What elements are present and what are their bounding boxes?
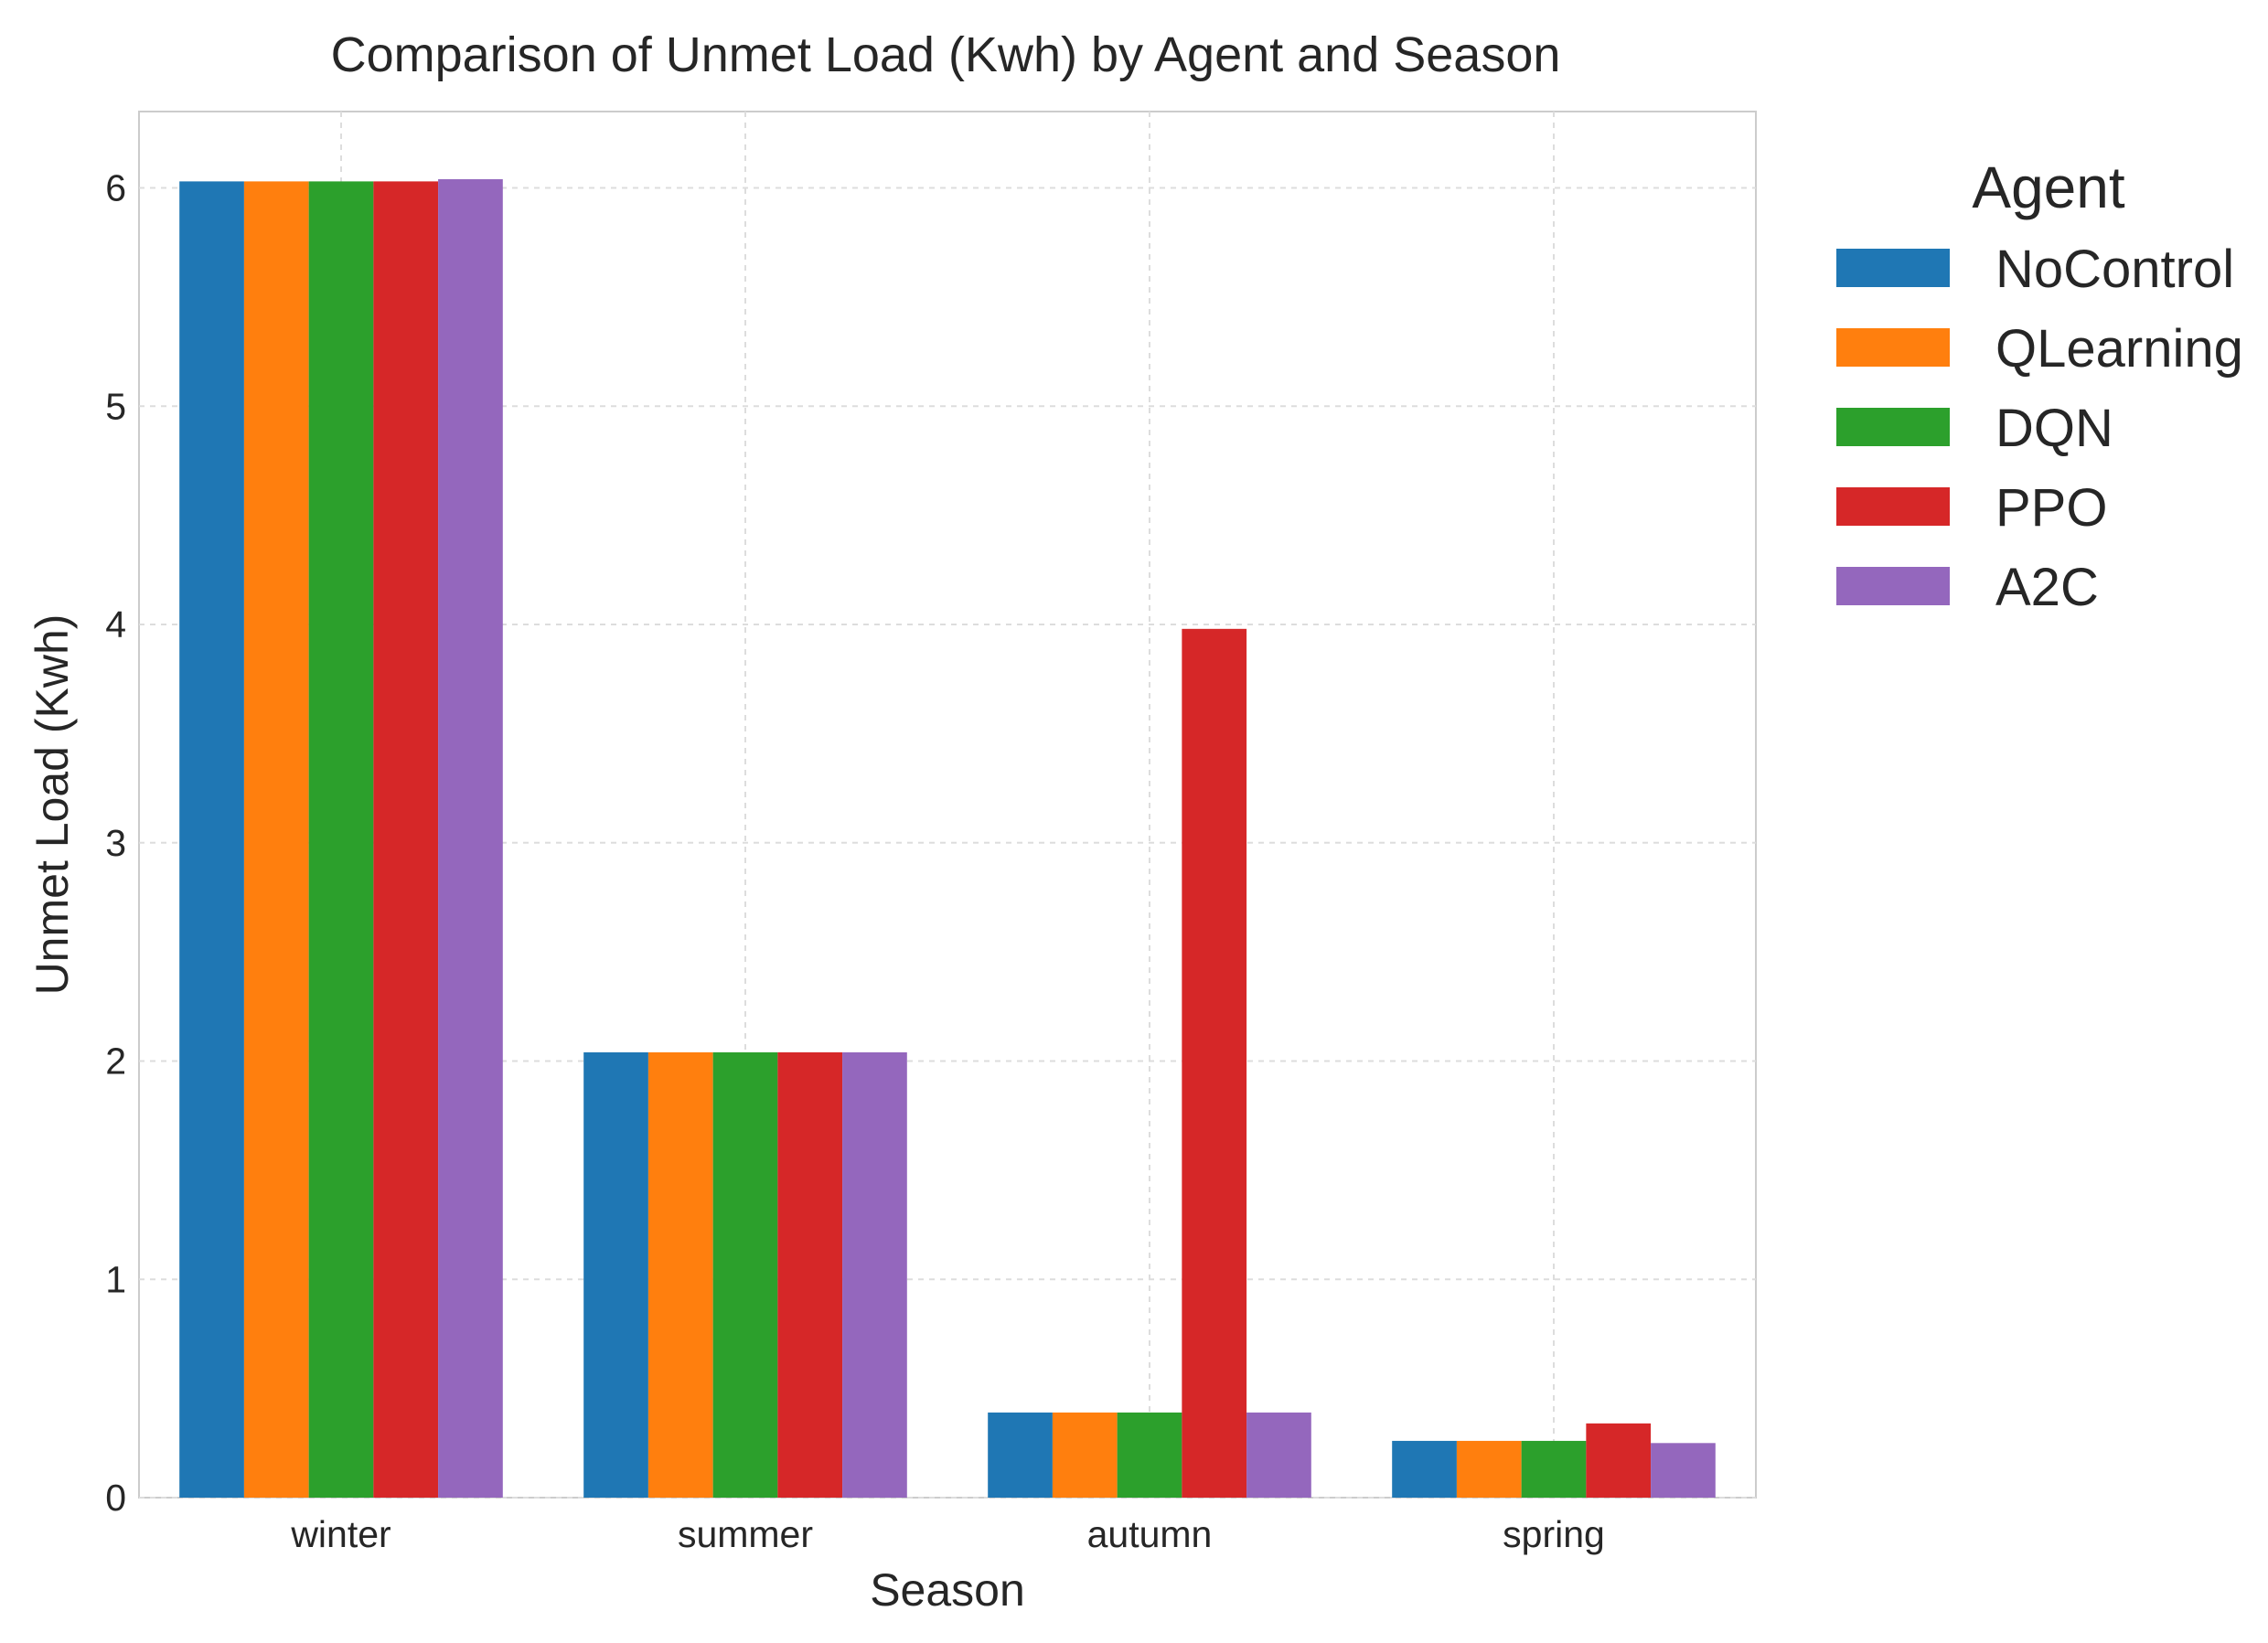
y-tick-label: 6: [105, 167, 126, 209]
bar-dqn-spring: [1521, 1440, 1587, 1498]
plot-area: 0 1 2 3 4 5 6 winter summer autumn spring: [105, 111, 1757, 1555]
bar-nocontrol-autumn: [988, 1412, 1053, 1498]
y-tick-label: 0: [105, 1477, 126, 1519]
bar-nocontrol-winter: [179, 181, 244, 1498]
legend-swatch-a2c: [1836, 567, 1950, 605]
bar-qlearning-spring: [1456, 1440, 1522, 1498]
bar-qlearning-winter: [243, 181, 309, 1498]
y-tick-label: 5: [105, 385, 126, 427]
legend-swatch-dqn: [1836, 408, 1950, 446]
y-axis-ticks: 0 1 2 3 4 5 6: [105, 167, 126, 1519]
legend-swatch-nocontrol: [1836, 249, 1950, 287]
x-axis-label: Season: [870, 1564, 1025, 1616]
bar-ppo-winter: [373, 181, 439, 1498]
bar-nocontrol-spring: [1392, 1440, 1457, 1498]
bars: [179, 179, 1716, 1499]
bar-a2c-summer: [842, 1051, 907, 1498]
bar-qlearning-summer: [647, 1051, 713, 1498]
y-tick-label: 1: [105, 1258, 126, 1300]
bar-a2c-autumn: [1246, 1412, 1311, 1498]
bar-a2c-winter: [438, 179, 503, 1499]
bar-dqn-winter: [308, 181, 374, 1498]
bar-ppo-spring: [1586, 1423, 1652, 1498]
legend-swatch-ppo: [1836, 487, 1950, 526]
legend-swatch-qlearning: [1836, 328, 1950, 367]
x-tick-label: autumn: [1087, 1513, 1213, 1555]
legend-label-ppo: PPO: [1995, 478, 2108, 538]
legend-label-dqn: DQN: [1995, 399, 2113, 458]
legend: Agent NoControl QLearning DQN PPO A2C: [1836, 155, 2243, 617]
bar-qlearning-autumn: [1052, 1412, 1118, 1498]
y-tick-label: 4: [105, 603, 126, 645]
legend-title: Agent: [1972, 155, 2124, 220]
bar-dqn-summer: [712, 1051, 778, 1498]
y-axis-label: Unmet Load (Kwh): [27, 614, 78, 996]
x-tick-label: winter: [290, 1513, 390, 1555]
legend-label-nocontrol: NoControl: [1995, 240, 2234, 299]
bar-a2c-spring: [1651, 1443, 1716, 1498]
chart-title: Comparison of Unmet Load (Kwh) by Agent …: [331, 27, 1561, 82]
legend-label-qlearning: QLearning: [1995, 319, 2243, 379]
y-tick-label: 2: [105, 1040, 126, 1083]
x-tick-label: summer: [678, 1513, 813, 1555]
bar-ppo-summer: [777, 1051, 843, 1498]
bar-nocontrol-summer: [583, 1051, 648, 1498]
bar-dqn-autumn: [1117, 1412, 1182, 1498]
y-tick-label: 3: [105, 822, 126, 864]
legend-label-a2c: A2C: [1995, 558, 2099, 617]
bar-ppo-autumn: [1182, 628, 1247, 1498]
x-axis-ticks: winter summer autumn spring: [290, 1513, 1605, 1555]
x-tick-label: spring: [1503, 1513, 1605, 1555]
